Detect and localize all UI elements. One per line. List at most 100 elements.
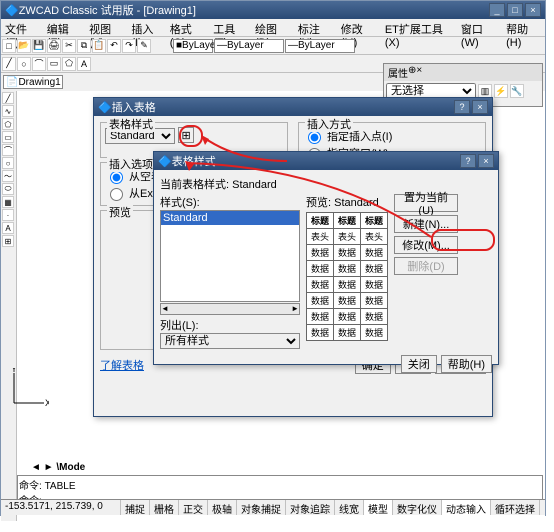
st-grid[interactable]: 栅格 xyxy=(150,500,179,515)
prop-quick-icon[interactable]: ⚡ xyxy=(494,84,508,98)
prop-pin-icon[interactable]: ⊕ xyxy=(408,65,416,80)
prop-title: 属性 xyxy=(388,65,408,80)
print-icon[interactable]: 🖨 xyxy=(47,39,61,53)
close-button[interactable]: × xyxy=(525,3,541,17)
paste-icon[interactable]: 📋 xyxy=(92,39,106,53)
st-lwt[interactable]: 线宽 xyxy=(335,500,364,515)
listof-combo[interactable]: 所有样式 xyxy=(160,333,300,349)
listof-label: 列出(L): xyxy=(160,317,300,333)
learn-table-link[interactable]: 了解表格 xyxy=(100,357,144,373)
st-polar[interactable]: 极轴 xyxy=(208,500,237,515)
rect-icon[interactable]: ▭ xyxy=(47,57,61,71)
styles-label: 样式(S): xyxy=(160,194,300,210)
set-current-button[interactable]: 置为当前(U) xyxy=(394,194,458,212)
current-value: Standard xyxy=(232,179,277,191)
new-button[interactable]: 新建(N)... xyxy=(394,215,458,233)
menu-modify[interactable]: 修改(M) xyxy=(337,19,381,36)
prop-filter-icon[interactable]: ▥ xyxy=(478,84,492,98)
table-style-dialog: 🔷表格样式?× 当前表格样式: Standard 样式(S): Standard… xyxy=(153,151,499,365)
vtext-icon[interactable]: A xyxy=(2,222,14,234)
circle-icon[interactable]: ○ xyxy=(17,57,31,71)
redo-icon[interactable]: ↷ xyxy=(122,39,136,53)
st-digit[interactable]: 数字化仪 xyxy=(393,500,442,515)
cut-icon[interactable]: ✂ xyxy=(62,39,76,53)
menu-insert[interactable]: 插入(I) xyxy=(127,19,165,36)
model-tab[interactable]: ◄ ► \Mode xyxy=(31,462,85,473)
svg-text:X: X xyxy=(45,398,49,408)
st-snap[interactable]: 捕捉 xyxy=(121,500,150,515)
style-manage-button[interactable]: ⊞ xyxy=(178,127,194,143)
vtable-icon[interactable]: ⊞ xyxy=(2,235,14,247)
st-model[interactable]: 模型 xyxy=(364,500,393,515)
dlg2-close-button[interactable]: 关闭 xyxy=(401,355,437,373)
app-title: ZWCAD Classic 试用版 - [Drawing1] xyxy=(19,2,196,18)
vertical-toolbar: ╱ ∿ ⬠ ▭ ⌒ ○ ～ ⬭ ▦ · A ⊞ xyxy=(1,91,17,521)
st-osnap[interactable]: 对象捕捉 xyxy=(237,500,286,515)
line-icon[interactable]: ╱ xyxy=(2,57,16,71)
prop-opts-icon[interactable]: 🔧 xyxy=(510,84,524,98)
current-label: 当前表格样式: xyxy=(160,179,229,191)
insertopt-label: 插入选项 xyxy=(107,156,155,172)
vpoint-icon[interactable]: · xyxy=(2,209,14,221)
menu-view[interactable]: 视图(V) xyxy=(85,19,127,36)
match-icon[interactable]: ✎ xyxy=(137,39,151,53)
menu-file[interactable]: 文件(F) xyxy=(1,19,43,36)
copy-icon[interactable]: ⧉ xyxy=(77,39,91,53)
minimize-button[interactable]: _ xyxy=(489,3,505,17)
st-dyn[interactable]: 动态输入 xyxy=(442,500,491,515)
insertmethod-label: 插入方式 xyxy=(305,116,353,132)
varc-icon[interactable]: ⌒ xyxy=(2,144,14,156)
arc-icon[interactable]: ⌒ xyxy=(32,57,46,71)
dlg1-close-icon[interactable]: × xyxy=(472,100,488,114)
preview-label: 预览 xyxy=(107,204,133,220)
linetype-combo[interactable]: — ByLayer xyxy=(214,39,284,53)
styles-listbox[interactable]: Standard xyxy=(160,210,300,302)
menu-dim[interactable]: 标注(N) xyxy=(294,19,337,36)
vline-icon[interactable]: ╱ xyxy=(2,92,14,104)
menu-ext[interactable]: ET扩展工具(X) xyxy=(381,19,457,36)
command-line[interactable]: 命令: TABLE 命令: xyxy=(17,475,543,501)
delete-button: 删除(D) xyxy=(394,257,458,275)
vpline-icon[interactable]: ∿ xyxy=(2,105,14,117)
undo-icon[interactable]: ↶ xyxy=(107,39,121,53)
preview-label2: 预览: xyxy=(306,197,331,209)
document-tab[interactable]: 📄 Drawing1 xyxy=(3,75,63,89)
list-scrollbar[interactable] xyxy=(160,303,300,315)
menu-tools[interactable]: 工具(T) xyxy=(209,19,251,36)
app-icon: 🔷 xyxy=(5,4,19,17)
prop-close-icon[interactable]: × xyxy=(416,65,422,80)
vellipse-icon[interactable]: ⬭ xyxy=(2,183,14,195)
svg-text:Y: Y xyxy=(11,368,17,374)
poly-icon[interactable]: ⬠ xyxy=(62,57,76,71)
menu-draw[interactable]: 绘图(D) xyxy=(251,19,294,36)
new-icon[interactable]: □ xyxy=(2,39,16,53)
vcircle-icon[interactable]: ○ xyxy=(2,157,14,169)
vhatch-icon[interactable]: ▦ xyxy=(2,196,14,208)
dlg2-help-button[interactable]: 帮助(H) xyxy=(441,355,492,373)
menu-format[interactable]: 格式(O) xyxy=(166,19,209,36)
save-icon[interactable]: 💾 xyxy=(32,39,46,53)
menu-edit[interactable]: 编辑(E) xyxy=(43,19,85,36)
menu-help[interactable]: 帮助(H) xyxy=(502,19,545,36)
app-window: 🔷 ZWCAD Classic 试用版 - [Drawing1] _ □ × 文… xyxy=(0,0,546,516)
st-cycle[interactable]: 循环选择 xyxy=(491,500,540,515)
st-ortho[interactable]: 正交 xyxy=(179,500,208,515)
maximize-button[interactable]: □ xyxy=(507,3,523,17)
dlg2-help-icon[interactable]: ? xyxy=(460,154,476,168)
doc-icon: 📄 xyxy=(6,77,18,88)
color-combo[interactable]: ■ByLayer xyxy=(173,39,213,53)
vrect-icon[interactable]: ▭ xyxy=(2,131,14,143)
vspline-icon[interactable]: ～ xyxy=(2,170,14,182)
open-icon[interactable]: 📂 xyxy=(17,39,31,53)
dlg2-close-icon[interactable]: × xyxy=(478,154,494,168)
list-item[interactable]: Standard xyxy=(161,211,299,225)
menu-window[interactable]: 窗口(W) xyxy=(457,19,502,36)
titlebar: 🔷 ZWCAD Classic 试用版 - [Drawing1] _ □ × xyxy=(1,1,545,19)
lineweight-combo[interactable]: — ByLayer xyxy=(285,39,355,53)
modify-button[interactable]: 修改(M)... xyxy=(394,236,458,254)
text-icon[interactable]: A xyxy=(77,57,91,71)
dlg2-icon: 🔷 xyxy=(158,155,172,168)
vpoly-icon[interactable]: ⬠ xyxy=(2,118,14,130)
st-otrack[interactable]: 对象追踪 xyxy=(286,500,335,515)
dlg1-help-icon[interactable]: ? xyxy=(454,100,470,114)
